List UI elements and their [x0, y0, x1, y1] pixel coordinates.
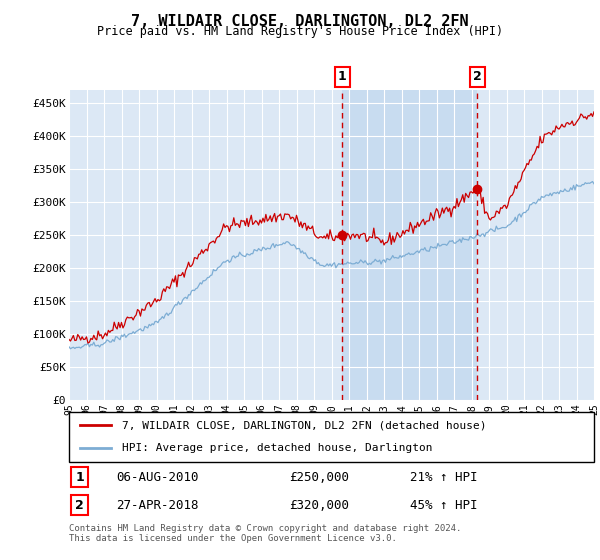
Bar — [342, 90, 477, 400]
Text: 7, WILDAIR CLOSE, DARLINGTON, DL2 2FN: 7, WILDAIR CLOSE, DARLINGTON, DL2 2FN — [131, 14, 469, 29]
Text: 45% ↑ HPI: 45% ↑ HPI — [410, 498, 478, 512]
Text: 06-AUG-2010: 06-AUG-2010 — [116, 470, 199, 484]
Text: £320,000: £320,000 — [290, 498, 349, 512]
Text: 1: 1 — [75, 470, 84, 484]
Text: 2: 2 — [473, 71, 482, 83]
Text: 27-APR-2018: 27-APR-2018 — [116, 498, 199, 512]
Text: Price paid vs. HM Land Registry's House Price Index (HPI): Price paid vs. HM Land Registry's House … — [97, 25, 503, 38]
Text: 7, WILDAIR CLOSE, DARLINGTON, DL2 2FN (detached house): 7, WILDAIR CLOSE, DARLINGTON, DL2 2FN (d… — [121, 420, 486, 430]
Text: £250,000: £250,000 — [290, 470, 349, 484]
Text: 21% ↑ HPI: 21% ↑ HPI — [410, 470, 478, 484]
Text: Contains HM Land Registry data © Crown copyright and database right 2024.
This d: Contains HM Land Registry data © Crown c… — [69, 524, 461, 543]
Text: 2: 2 — [75, 498, 84, 512]
Text: 1: 1 — [338, 71, 346, 83]
Text: HPI: Average price, detached house, Darlington: HPI: Average price, detached house, Darl… — [121, 444, 432, 454]
